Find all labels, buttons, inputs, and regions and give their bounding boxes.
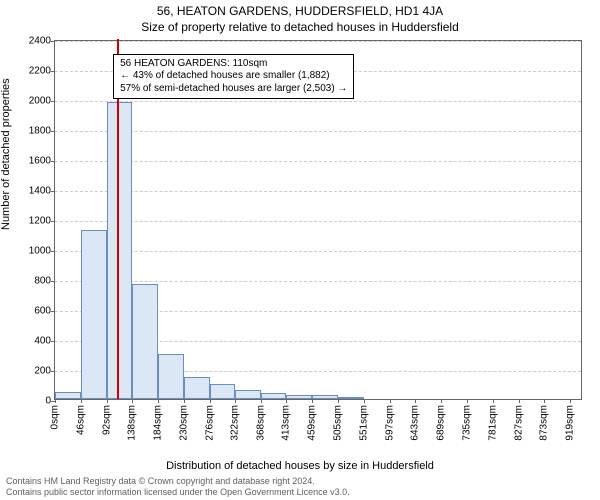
y-tick-label: 1200 (29, 216, 51, 227)
histogram-bar (184, 377, 210, 400)
x-tick-label: 689sqm (436, 405, 447, 441)
y-axis-label: Number of detached properties (0, 78, 12, 230)
chart-title-line2: Size of property relative to detached ho… (0, 20, 600, 34)
x-tick-mark (210, 399, 211, 403)
x-tick-label: 919sqm (565, 405, 576, 441)
x-tick-label: 597sqm (384, 405, 395, 441)
chart-root: 56, HEATON GARDENS, HUDDERSFIELD, HD1 4J… (0, 0, 600, 500)
y-tick-label: 1800 (29, 126, 51, 137)
histogram-bar (55, 392, 81, 400)
footnote: Contains HM Land Registry data © Crown c… (6, 476, 594, 498)
x-tick-label: 459sqm (307, 405, 318, 441)
x-tick-mark (493, 399, 494, 403)
gridline (55, 101, 581, 102)
y-tick-label: 1400 (29, 186, 51, 197)
chart-title-line1: 56, HEATON GARDENS, HUDDERSFIELD, HD1 4J… (0, 4, 600, 18)
x-tick-mark (570, 399, 571, 403)
x-tick-label: 92sqm (101, 405, 112, 435)
plot-area: 0200400600800100012001400160018002000220… (54, 40, 582, 400)
gridline (55, 281, 581, 282)
y-tick-mark (51, 161, 55, 162)
y-tick-label: 800 (34, 276, 51, 287)
gridline (55, 191, 581, 192)
histogram-bar (210, 384, 236, 399)
x-tick-label: 322sqm (230, 405, 241, 441)
gridline (55, 221, 581, 222)
histogram-bar (158, 354, 184, 399)
histogram-bar (286, 395, 312, 400)
annotation-box: 56 HEATON GARDENS: 110sqm← 43% of detach… (113, 54, 354, 100)
x-tick-label: 643sqm (410, 405, 421, 441)
x-tick-mark (184, 399, 185, 403)
x-tick-label: 781sqm (487, 405, 498, 441)
x-tick-mark (235, 399, 236, 403)
y-tick-label: 2000 (29, 96, 51, 107)
x-tick-label: 0sqm (50, 405, 61, 429)
y-tick-label: 600 (34, 306, 51, 317)
y-tick-mark (51, 101, 55, 102)
gridline (55, 41, 581, 42)
y-tick-mark (51, 371, 55, 372)
x-tick-mark (286, 399, 287, 403)
y-tick-mark (51, 251, 55, 252)
gridline (55, 131, 581, 132)
x-tick-mark (312, 399, 313, 403)
histogram-bar (132, 284, 158, 400)
x-tick-label: 551sqm (358, 405, 369, 441)
x-tick-mark (544, 399, 545, 403)
y-tick-label: 200 (34, 366, 51, 377)
x-tick-mark (364, 399, 365, 403)
x-tick-mark (158, 399, 159, 403)
y-tick-mark (51, 71, 55, 72)
histogram-bar (312, 395, 338, 399)
x-axis-label: Distribution of detached houses by size … (0, 460, 600, 472)
x-tick-mark (55, 399, 56, 403)
y-tick-label: 1600 (29, 156, 51, 167)
x-tick-mark (467, 399, 468, 403)
x-tick-mark (519, 399, 520, 403)
x-tick-label: 184sqm (153, 405, 164, 441)
y-tick-label: 2200 (29, 66, 51, 77)
histogram-bar (107, 102, 133, 399)
footnote-line2: Contains public sector information licen… (6, 487, 350, 497)
x-tick-label: 138sqm (127, 405, 138, 441)
gridline (55, 251, 581, 252)
y-tick-mark (51, 191, 55, 192)
x-tick-label: 873sqm (539, 405, 550, 441)
annotation-line3: 57% of semi-detached houses are larger (… (120, 83, 347, 96)
annotation-line1: 56 HEATON GARDENS: 110sqm (120, 58, 347, 71)
y-tick-mark (51, 311, 55, 312)
gridline (55, 161, 581, 162)
x-tick-label: 505sqm (333, 405, 344, 441)
x-tick-label: 413sqm (281, 405, 292, 441)
y-tick-mark (51, 41, 55, 42)
y-tick-label: 2400 (29, 36, 51, 47)
x-tick-label: 46sqm (75, 405, 86, 435)
x-tick-label: 827sqm (513, 405, 524, 441)
x-tick-mark (107, 399, 108, 403)
x-tick-mark (132, 399, 133, 403)
histogram-bar (261, 393, 286, 399)
y-tick-mark (51, 281, 55, 282)
y-tick-label: 1000 (29, 246, 51, 257)
histogram-bar (338, 397, 364, 399)
x-tick-label: 368sqm (256, 405, 267, 441)
x-tick-mark (415, 399, 416, 403)
y-tick-label: 400 (34, 336, 51, 347)
footnote-line1: Contains HM Land Registry data © Crown c… (6, 476, 315, 486)
x-tick-mark (338, 399, 339, 403)
histogram-bar (235, 390, 261, 399)
histogram-bar (81, 230, 107, 400)
x-tick-mark (390, 399, 391, 403)
x-tick-label: 276sqm (204, 405, 215, 441)
x-tick-mark (261, 399, 262, 403)
x-tick-mark (81, 399, 82, 403)
y-tick-mark (51, 221, 55, 222)
x-tick-label: 230sqm (178, 405, 189, 441)
annotation-line2: ← 43% of detached houses are smaller (1,… (120, 70, 347, 83)
y-tick-mark (51, 341, 55, 342)
x-tick-mark (441, 399, 442, 403)
x-tick-label: 735sqm (461, 405, 472, 441)
y-tick-mark (51, 131, 55, 132)
